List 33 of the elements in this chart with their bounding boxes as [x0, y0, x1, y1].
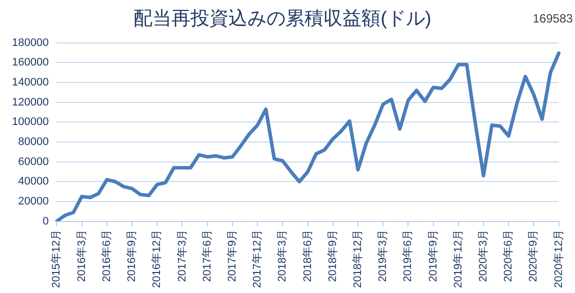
x-tick-label: 2020年9月: [528, 229, 540, 282]
x-tick-label: 2016年3月: [76, 229, 88, 282]
y-tick-label: 160000: [12, 56, 49, 69]
x-tick-label: 2016年9月: [126, 229, 138, 282]
x-tick-label: 2020年3月: [478, 229, 490, 282]
y-tick-label: 120000: [12, 96, 49, 108]
x-tick-label: 2016年12月: [151, 229, 164, 288]
x-tick-label: 2017年12月: [252, 229, 264, 288]
x-tick-label: 2019年3月: [377, 229, 390, 282]
x-tick-label: 2018年12月: [352, 229, 364, 288]
x-tick-label: 2018年6月: [302, 229, 314, 282]
x-tick-label: 2017年9月: [226, 229, 238, 282]
x-tick-label: 2018年9月: [326, 229, 339, 282]
x-tick-label: 2020年6月: [502, 229, 515, 282]
x-tick-label: 2019年9月: [427, 229, 440, 282]
x-tick-label: 2017年3月: [176, 229, 188, 282]
y-tick-label: 100000: [12, 116, 49, 128]
y-tick-label: 140000: [12, 76, 49, 88]
y-tick-label: 0: [42, 215, 49, 228]
data-label: 169583: [532, 11, 574, 26]
chart-title: 配当再投資込みの累積収益額(ドル): [134, 8, 432, 30]
x-tick-label: 2020年12月: [552, 229, 565, 288]
x-tick-label: 2019年6月: [402, 229, 414, 282]
x-tick-label: 2018年3月: [276, 229, 289, 282]
x-tick-label: 2015年12月: [50, 229, 63, 288]
y-tick-label: 20000: [18, 195, 49, 208]
x-tick-label: 2019年12月: [452, 229, 464, 288]
y-tick-label: 180000: [12, 36, 49, 49]
y-tick-label: 40000: [18, 176, 49, 188]
y-tick-label: 80000: [18, 136, 49, 148]
x-tick-label: 2016年6月: [100, 229, 113, 282]
x-tick-label: 2017年6月: [201, 229, 214, 282]
y-tick-label: 60000: [18, 156, 49, 168]
